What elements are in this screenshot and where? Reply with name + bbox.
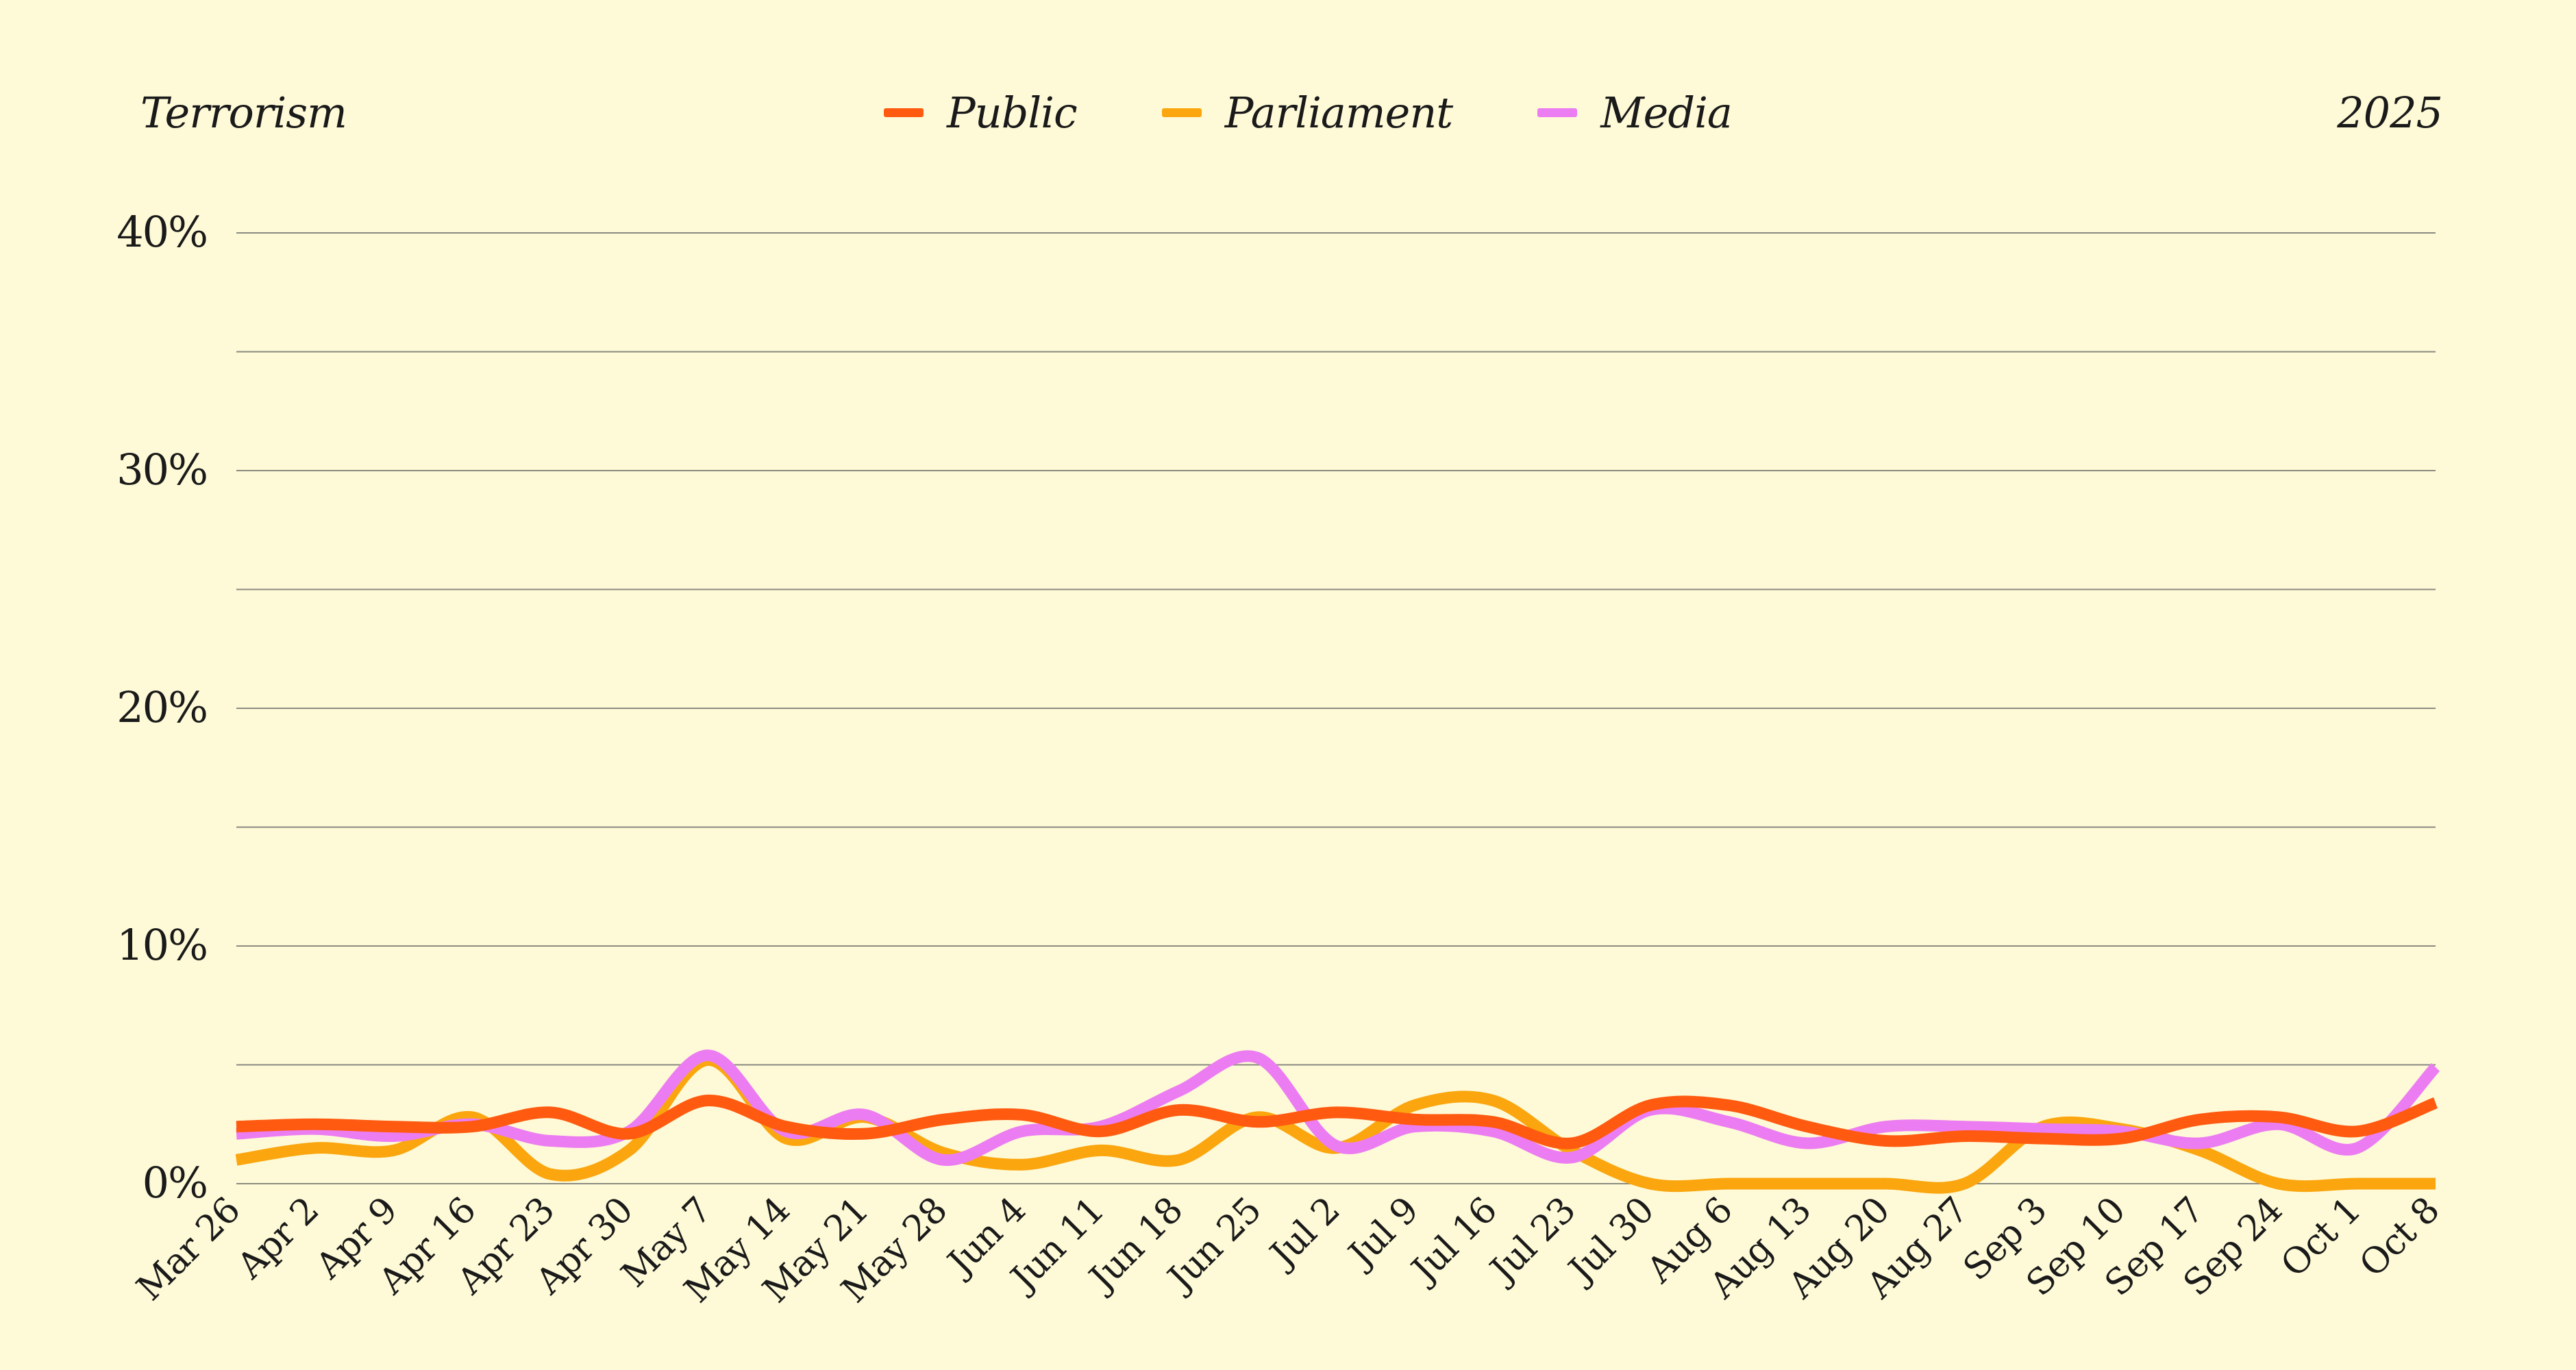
legend-swatch-public	[884, 108, 924, 117]
legend-label-media: Media	[1600, 88, 1733, 138]
series-line-parliament[interactable]	[235, 1054, 2436, 1194]
y-tick-label: 10%	[116, 920, 207, 970]
legend-item-media[interactable]: Media	[1537, 88, 1733, 138]
legend-swatch-parliament	[1161, 108, 1202, 117]
y-axis-ticks: 0% 10% 20% 30% 40%	[116, 207, 208, 1208]
y-tick-label: 20%	[116, 682, 207, 732]
x-tick-label: Jul 30	[1559, 1190, 1661, 1293]
legend-label-parliament: Parliament	[1224, 88, 1453, 138]
x-tick-label: Jul 16	[1402, 1190, 1504, 1293]
chart-topic: Terrorism	[140, 88, 347, 138]
y-tick-label: 40%	[116, 207, 207, 257]
legend-item-public[interactable]: Public	[884, 88, 1078, 138]
x-tick-label: Jul 23	[1481, 1190, 1583, 1293]
y-tick-label: 30%	[116, 445, 207, 495]
legend-label-public: Public	[947, 88, 1078, 138]
series-lines	[235, 1049, 2440, 1194]
x-tick-label: Apr 2	[229, 1190, 326, 1287]
x-tick-label: Jul 2	[1260, 1190, 1348, 1278]
x-tick-label: Oct 1	[2273, 1190, 2368, 1285]
x-tick-label: Oct 8	[2352, 1190, 2447, 1285]
legend-swatch-media	[1537, 108, 1578, 117]
grid-lines	[236, 232, 2436, 1184]
y-tick-label: 0%	[143, 1158, 207, 1208]
chart-year: 2025	[2337, 88, 2443, 138]
series-line-public[interactable]	[236, 1095, 2438, 1149]
legend-item-parliament[interactable]: Parliament	[1161, 88, 1453, 138]
chart-legend: Public Parliament Media	[884, 88, 1733, 138]
